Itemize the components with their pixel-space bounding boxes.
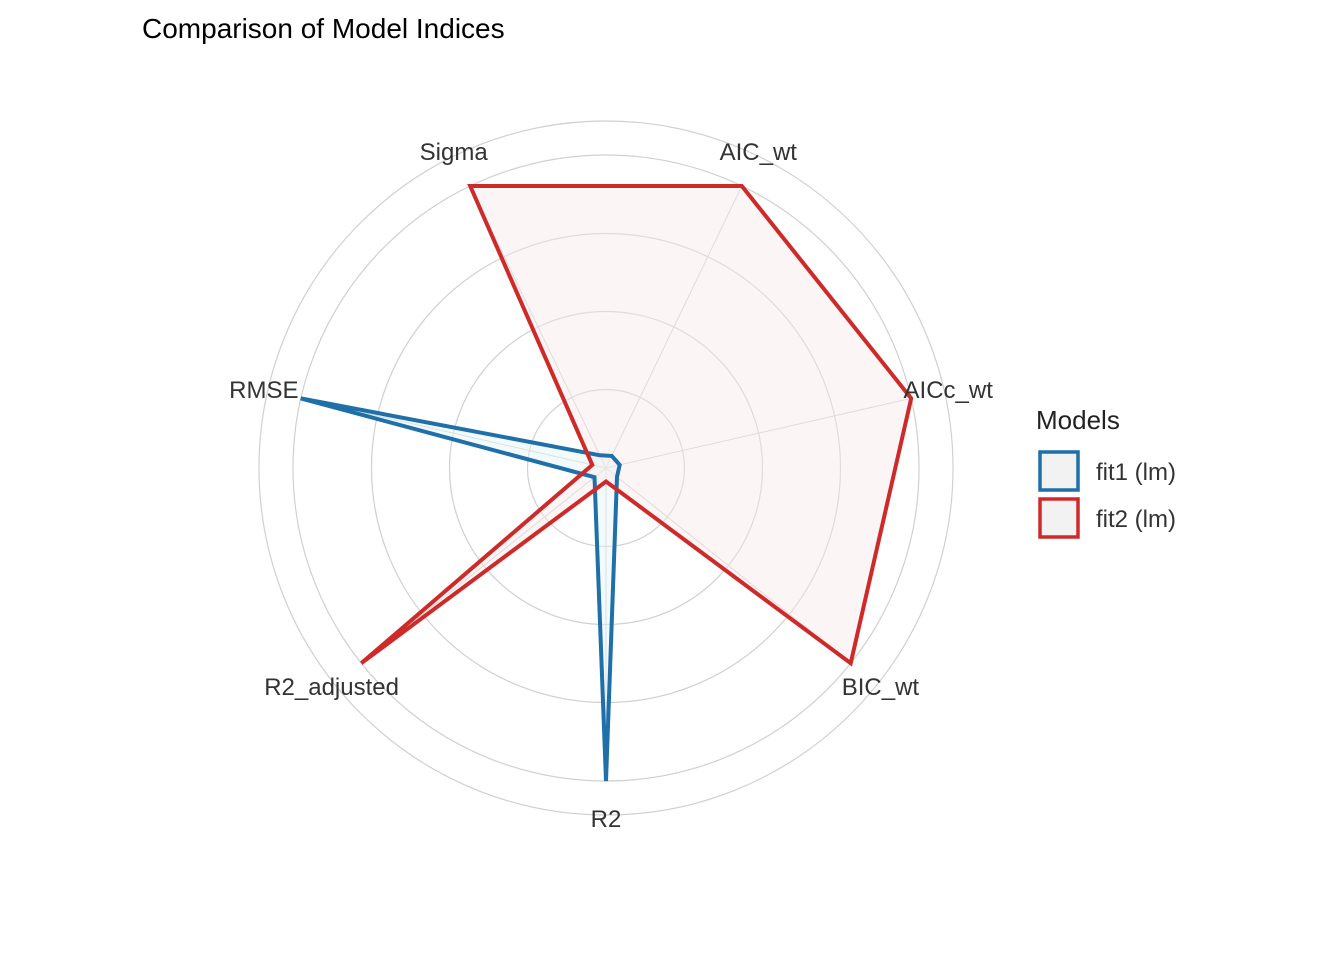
axis-label: Sigma xyxy=(420,139,489,166)
series-lines xyxy=(300,184,914,782)
grid-spoke xyxy=(605,397,912,469)
axis-label: R2 xyxy=(591,806,622,833)
series-area-2 xyxy=(361,186,912,664)
grid-ring xyxy=(258,120,954,816)
grid-spoke xyxy=(605,185,743,469)
legend-entry: fit1 (lm) xyxy=(1096,459,1176,486)
legend-swatch xyxy=(1038,497,1080,539)
legend-title: Models xyxy=(1036,405,1120,435)
series-areas xyxy=(300,186,912,781)
axis-label: BIC_wt xyxy=(842,674,920,701)
series-line-1 xyxy=(300,396,622,782)
axis-label: AIC_wt xyxy=(720,139,798,166)
axis-label: R2_adjusted xyxy=(264,674,399,701)
axis-label: RMSE xyxy=(229,377,298,404)
chart-title: Comparison of Model Indices xyxy=(142,13,505,44)
series-line-2 xyxy=(359,184,914,667)
axis-labels: AIC_wt AICc_wt BIC_wt R2 R2_adjusted RMSE Sigm… xyxy=(229,139,993,833)
axis-label: AICc_wt xyxy=(904,377,994,404)
legend: Models fit1 (lm) fit2 (lm) xyxy=(1036,405,1176,539)
legend-swatch xyxy=(1038,450,1080,492)
legend-entry: fit2 (lm) xyxy=(1096,506,1176,533)
